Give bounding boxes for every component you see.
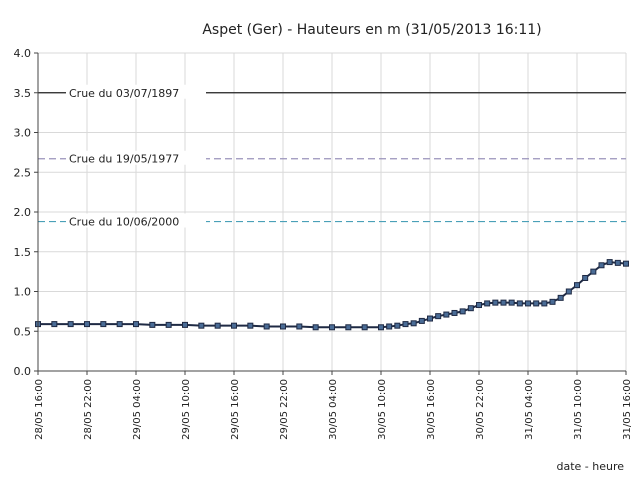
data-point bbox=[590, 268, 597, 275]
series-layer bbox=[35, 259, 629, 331]
y-tick-label: 3.0 bbox=[14, 127, 32, 140]
data-point bbox=[525, 300, 531, 307]
data-point bbox=[100, 321, 107, 328]
data-point bbox=[492, 299, 499, 306]
data-point bbox=[214, 322, 221, 329]
reference-line-label: Crue du 10/06/2000 bbox=[69, 216, 179, 229]
x-tick-label: 29/05 22:00 bbox=[279, 379, 290, 440]
data-point bbox=[557, 294, 564, 301]
data-point bbox=[116, 321, 123, 328]
data-point bbox=[51, 321, 58, 328]
data-point bbox=[451, 309, 458, 316]
data-point bbox=[165, 321, 172, 328]
x-tick-label: 30/05 16:00 bbox=[426, 379, 437, 440]
reference-lines: Crue du 03/07/1897 Crue du 19/05/1977 Crue… bbox=[38, 84, 626, 229]
x-axis-label: date - heure bbox=[556, 460, 624, 473]
data-point bbox=[565, 288, 572, 295]
data-point bbox=[459, 308, 466, 315]
x-tick-label: 28/05 16:00 bbox=[34, 379, 45, 440]
reference-line-label: Crue du 03/07/1897 bbox=[69, 87, 179, 100]
reference-label-background bbox=[66, 84, 206, 99]
data-point bbox=[516, 300, 523, 307]
x-tick-label: 30/05 10:00 bbox=[377, 379, 388, 440]
data-point bbox=[394, 322, 401, 329]
x-tick-label: 31/05 16:00 bbox=[622, 379, 633, 440]
data-point bbox=[582, 274, 589, 281]
data-point bbox=[312, 324, 319, 331]
data-point bbox=[84, 321, 90, 328]
data-point bbox=[500, 299, 507, 306]
data-point bbox=[263, 323, 270, 330]
data-point bbox=[606, 259, 613, 266]
data-point bbox=[549, 298, 556, 305]
data-point bbox=[533, 300, 540, 307]
x-tick-label: 29/05 04:00 bbox=[132, 379, 143, 440]
y-tick-label: 2.5 bbox=[14, 166, 32, 179]
y-tick-label: 4.0 bbox=[14, 47, 32, 60]
reference-label-background bbox=[66, 213, 206, 228]
data-point bbox=[598, 262, 605, 269]
y-tick-label: 0.5 bbox=[14, 325, 32, 338]
data-point bbox=[623, 260, 629, 267]
data-point bbox=[484, 300, 491, 307]
data-point bbox=[182, 321, 188, 328]
data-point bbox=[476, 302, 482, 309]
data-point bbox=[345, 324, 352, 331]
x-tick-label: 31/05 04:00 bbox=[524, 379, 535, 440]
data-point bbox=[378, 324, 384, 331]
x-tick-label: 29/05 10:00 bbox=[181, 379, 192, 440]
data-point bbox=[467, 305, 474, 312]
data-point bbox=[443, 311, 450, 318]
data-point bbox=[402, 321, 409, 328]
data-point bbox=[247, 322, 254, 329]
x-tick-label: 31/05 10:00 bbox=[573, 379, 584, 440]
data-point bbox=[231, 322, 237, 329]
data-point bbox=[280, 323, 286, 330]
data-point bbox=[574, 282, 580, 289]
y-tick-label: 3.5 bbox=[14, 87, 32, 100]
y-tick-label: 1.0 bbox=[14, 286, 32, 299]
data-point bbox=[435, 313, 442, 320]
x-tick-label: 28/05 22:00 bbox=[83, 379, 94, 440]
data-point bbox=[410, 320, 417, 327]
reference-label-background bbox=[66, 150, 206, 165]
y-tick-labels: 0.0 0.5 1.0 1.5 2.0 2.5 3.0 3.5 4.0 bbox=[14, 47, 38, 378]
data-point bbox=[149, 321, 156, 328]
data-point bbox=[67, 321, 74, 328]
y-tick-label: 1.5 bbox=[14, 246, 32, 259]
water-level-line bbox=[38, 261, 627, 329]
x-tick-label: 30/05 22:00 bbox=[475, 379, 486, 440]
x-tick-label: 29/05 16:00 bbox=[230, 379, 241, 440]
data-point bbox=[614, 259, 621, 266]
data-point bbox=[427, 315, 433, 322]
data-point bbox=[198, 322, 205, 329]
y-tick-label: 0.0 bbox=[14, 365, 32, 378]
data-point bbox=[296, 323, 303, 330]
data-point bbox=[508, 299, 515, 306]
data-point bbox=[541, 300, 548, 307]
x-tick-labels: 28/05 16:00 28/05 22:00 29/05 04:00 29/05 1… bbox=[34, 371, 633, 440]
grid-lines bbox=[37, 52, 627, 372]
chart-title: Aspet (Ger) - Hauteurs en m (31/05/2013 … bbox=[202, 22, 541, 38]
data-point bbox=[133, 321, 139, 328]
data-point bbox=[386, 323, 393, 330]
reference-line-label: Crue du 19/05/1977 bbox=[69, 153, 179, 166]
y-tick-label: 2.0 bbox=[14, 206, 32, 219]
data-point bbox=[418, 317, 425, 324]
data-point bbox=[361, 324, 368, 331]
data-point bbox=[329, 324, 335, 331]
x-tick-label: 30/05 04:00 bbox=[328, 379, 339, 440]
